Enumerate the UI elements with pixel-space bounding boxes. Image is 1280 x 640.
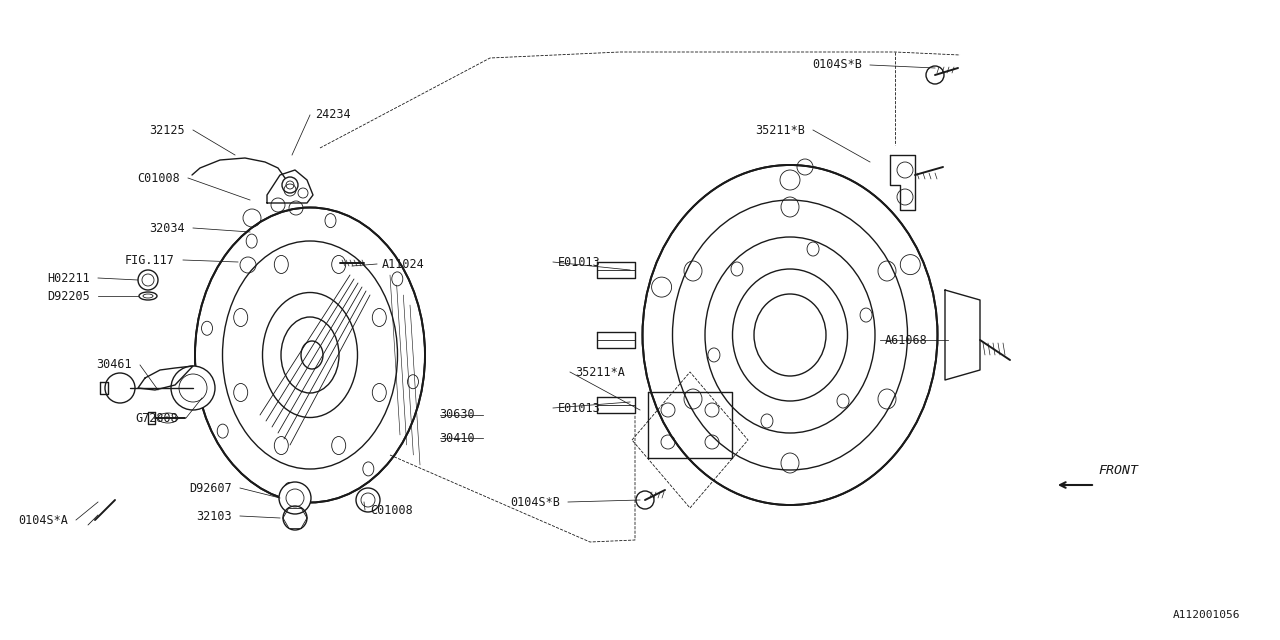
Text: D92205: D92205 bbox=[47, 289, 90, 303]
Text: 32034: 32034 bbox=[150, 221, 186, 234]
Text: C01008: C01008 bbox=[370, 504, 412, 516]
Text: A112001056: A112001056 bbox=[1172, 610, 1240, 620]
Text: 0104S*B: 0104S*B bbox=[511, 495, 561, 509]
Text: FRONT: FRONT bbox=[1098, 463, 1138, 477]
Text: E01013: E01013 bbox=[558, 401, 600, 415]
Text: 32103: 32103 bbox=[196, 509, 232, 522]
Text: E01013: E01013 bbox=[558, 255, 600, 269]
Text: FIG.117: FIG.117 bbox=[125, 253, 175, 266]
Text: 30410: 30410 bbox=[439, 431, 475, 445]
Text: 32125: 32125 bbox=[150, 124, 186, 136]
Text: 30461: 30461 bbox=[96, 358, 132, 371]
Text: 0104S*B: 0104S*B bbox=[812, 58, 861, 72]
Ellipse shape bbox=[195, 207, 425, 502]
Text: 35211*A: 35211*A bbox=[575, 365, 625, 378]
Circle shape bbox=[279, 482, 311, 514]
Text: D92607: D92607 bbox=[189, 481, 232, 495]
Text: 0104S*A: 0104S*A bbox=[18, 513, 68, 527]
Text: C01008: C01008 bbox=[137, 172, 180, 184]
Circle shape bbox=[172, 366, 215, 410]
Text: 24234: 24234 bbox=[315, 109, 351, 122]
Text: A61068: A61068 bbox=[884, 333, 928, 346]
Text: 35211*B: 35211*B bbox=[755, 124, 805, 136]
Text: A11024: A11024 bbox=[381, 257, 425, 271]
Circle shape bbox=[356, 488, 380, 512]
Text: G72808: G72808 bbox=[136, 412, 178, 424]
Ellipse shape bbox=[643, 165, 937, 505]
Text: 30630: 30630 bbox=[439, 408, 475, 422]
Text: H02211: H02211 bbox=[47, 271, 90, 285]
